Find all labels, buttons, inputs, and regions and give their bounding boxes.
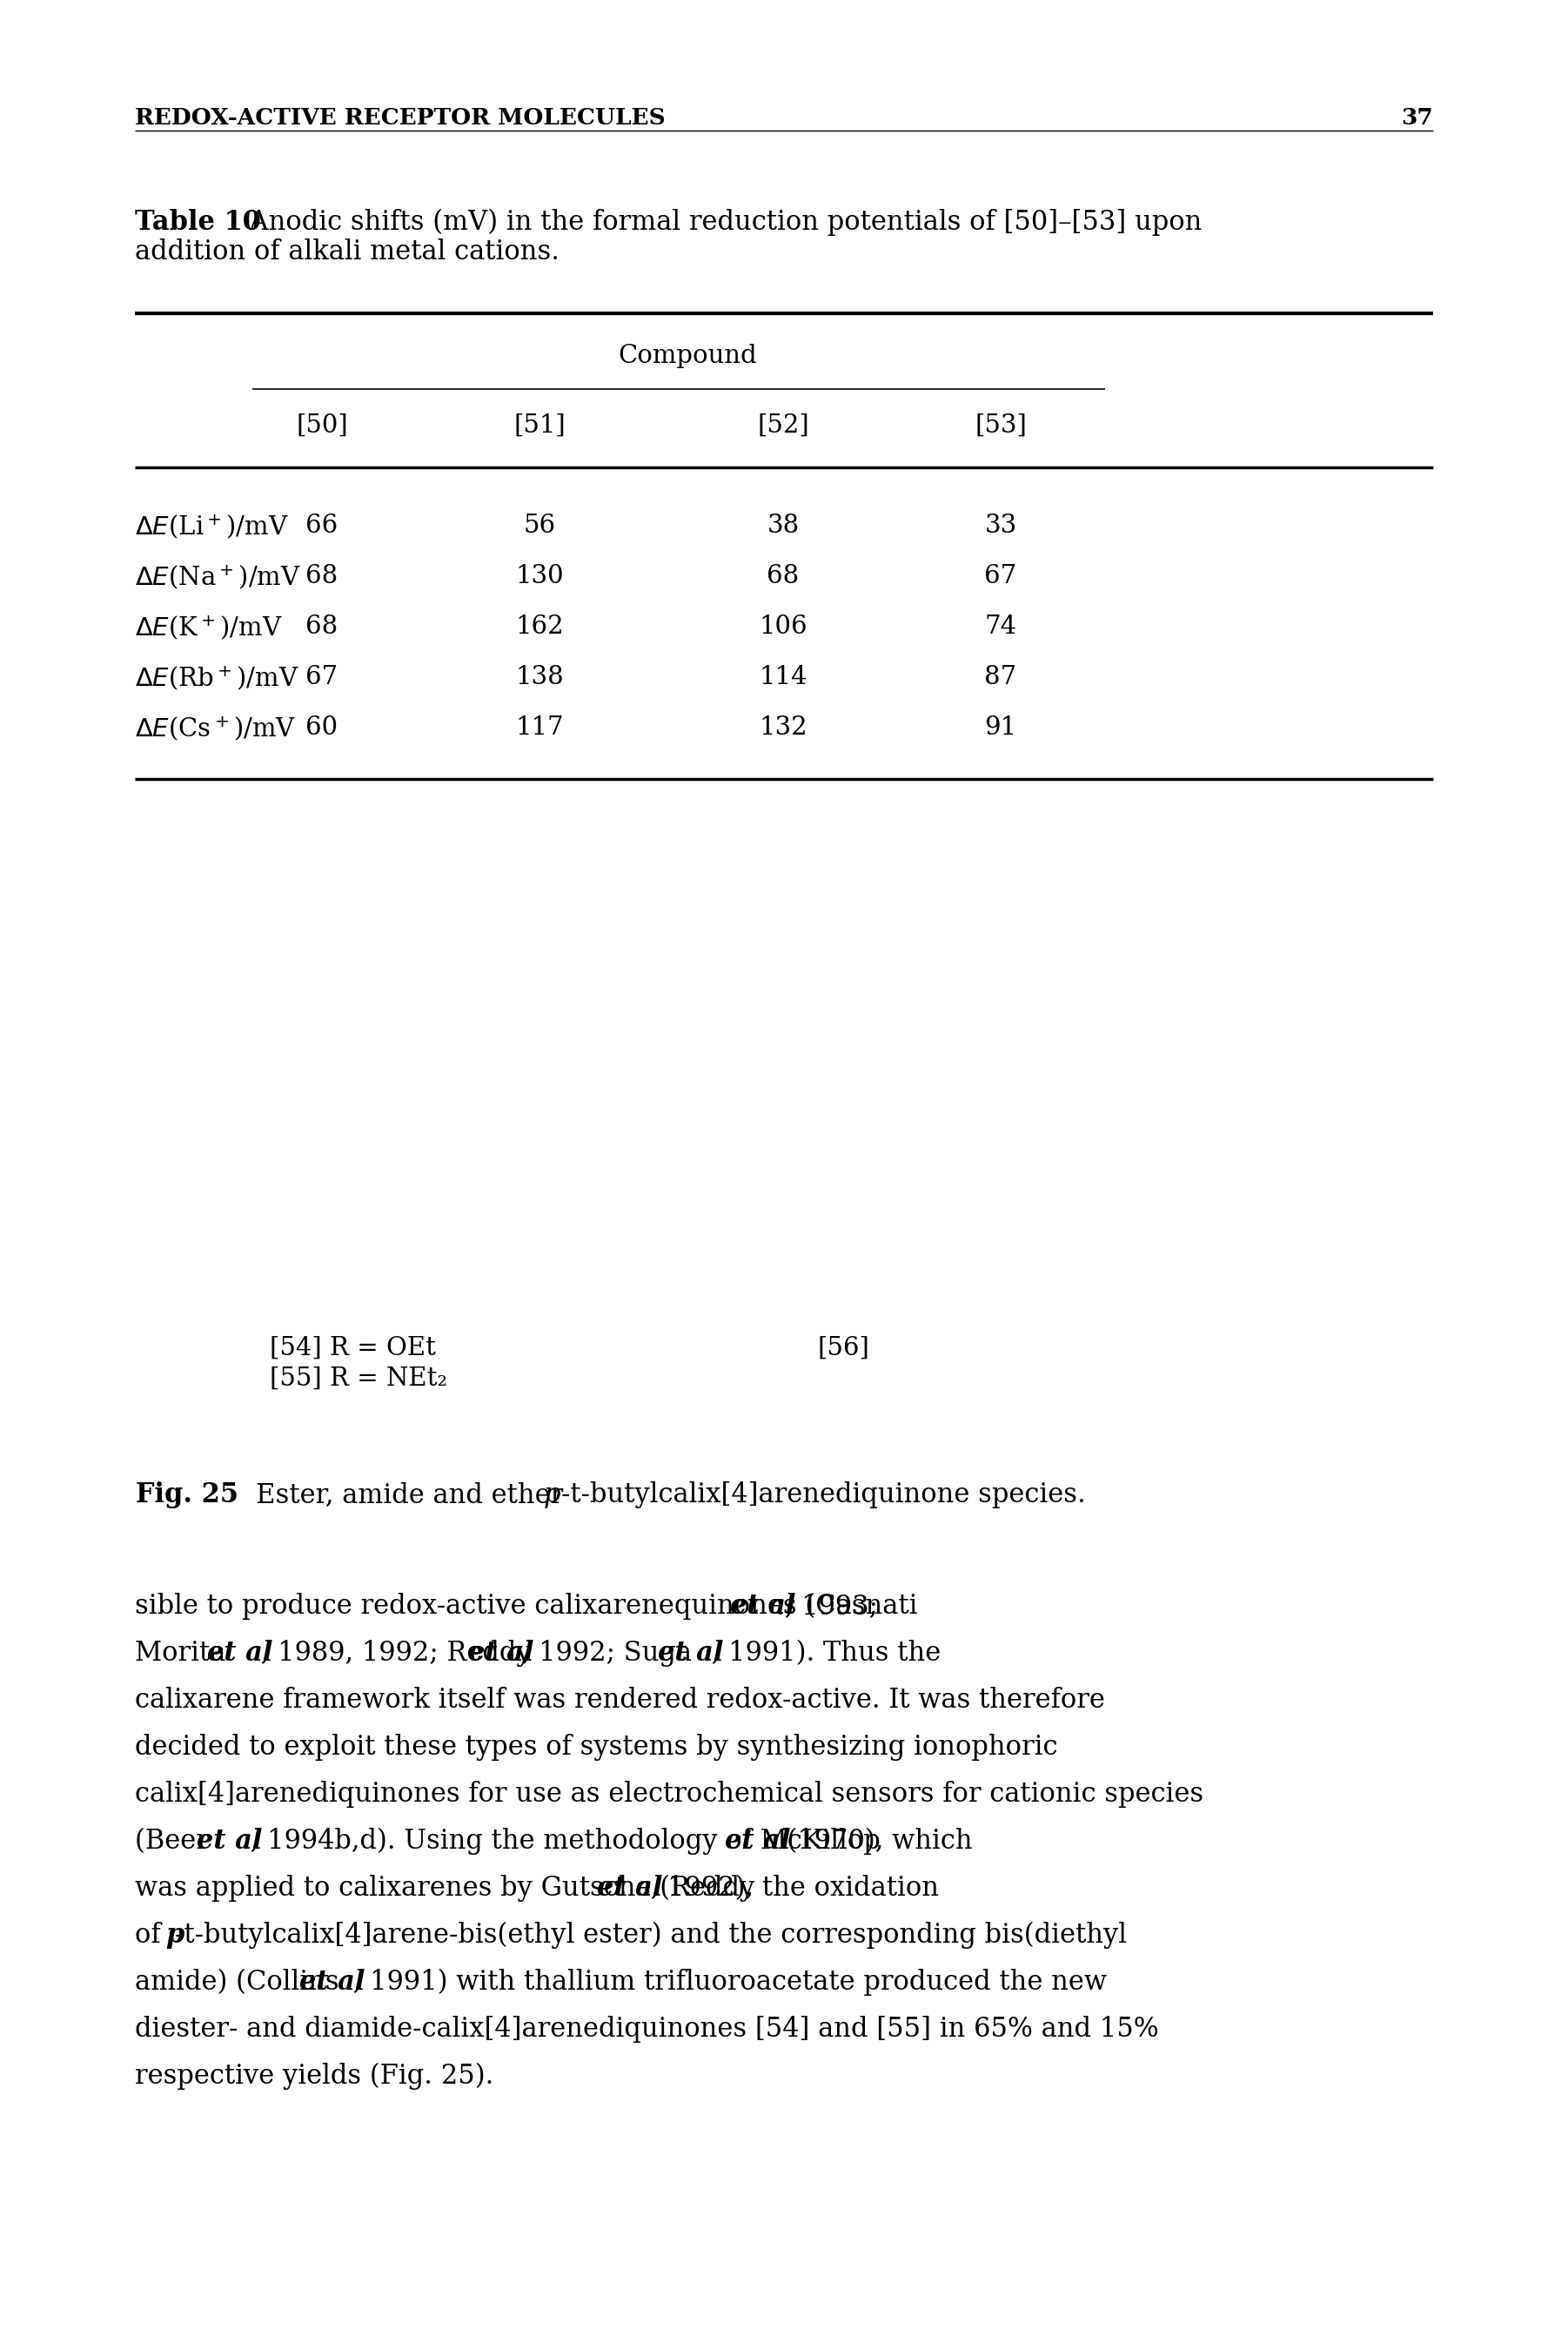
Text: ., 1992; Suga: ., 1992; Suga [514, 1640, 701, 1666]
Text: $\Delta E$(K$^+$)/mV: $\Delta E$(K$^+$)/mV [135, 613, 282, 642]
Text: et al: et al [724, 1828, 790, 1854]
Text: sible to produce redox-active calixarenequinones (Casnati: sible to produce redox-active calixarene… [135, 1593, 927, 1619]
Text: [56]: [56] [818, 1337, 870, 1361]
Text: 91: 91 [985, 714, 1016, 740]
Text: 66: 66 [306, 515, 339, 538]
Text: calix[4]arenediquinones for use as electrochemical sensors for cationic species: calix[4]arenediquinones for use as elect… [135, 1781, 1204, 1807]
Text: 87: 87 [985, 665, 1018, 689]
Text: 37: 37 [1402, 108, 1433, 129]
Text: [52]: [52] [757, 414, 809, 437]
Text: ., 1991) with thallium trifluoroacetate produced the new: ., 1991) with thallium trifluoroacetate … [345, 1969, 1107, 1995]
Text: 68: 68 [767, 564, 800, 588]
Text: $\Delta E$(Li$^+$)/mV: $\Delta E$(Li$^+$)/mV [135, 515, 289, 540]
Text: p: p [544, 1480, 561, 1509]
Text: $\Delta E$(Na$^+$)/mV: $\Delta E$(Na$^+$)/mV [135, 564, 301, 592]
Text: respective yields (Fig. 25).: respective yields (Fig. 25). [135, 2063, 494, 2089]
Text: ., 1989, 1992; Reddy: ., 1989, 1992; Reddy [252, 1640, 539, 1666]
Text: p: p [166, 1922, 185, 1948]
Text: was applied to calixarenes by Gutsche (Reddy: was applied to calixarenes by Gutsche (R… [135, 1875, 764, 1901]
Text: 68: 68 [306, 564, 339, 588]
Text: $\Delta E$(Cs$^+$)/mV: $\Delta E$(Cs$^+$)/mV [135, 714, 296, 743]
Text: amide) (Collins: amide) (Collins [135, 1969, 348, 1995]
Text: Ester, amide and ether: Ester, amide and ether [230, 1480, 572, 1509]
Text: of: of [135, 1922, 169, 1948]
Text: 114: 114 [759, 665, 808, 689]
Text: decided to exploit these types of systems by synthesizing ionophoric: decided to exploit these types of system… [135, 1734, 1058, 1760]
Text: REDOX-ACTIVE RECEPTOR MOLECULES: REDOX-ACTIVE RECEPTOR MOLECULES [135, 108, 665, 129]
Text: ., 1994b,d). Using the methodology of McKillop: ., 1994b,d). Using the methodology of Mc… [241, 1828, 889, 1854]
Text: Table 10: Table 10 [135, 209, 260, 235]
Text: 117: 117 [516, 714, 563, 740]
Text: (Beer: (Beer [135, 1828, 218, 1854]
Text: [53]: [53] [975, 414, 1027, 437]
Text: $\Delta E$(Rb$^+$)/mV: $\Delta E$(Rb$^+$)/mV [135, 665, 299, 693]
Text: [51]: [51] [513, 414, 566, 437]
Text: Compound: Compound [618, 343, 757, 369]
Text: [50]: [50] [296, 414, 348, 437]
Text: 60: 60 [306, 714, 339, 740]
Text: 138: 138 [516, 665, 564, 689]
Text: 67: 67 [985, 564, 1018, 588]
Text: et al: et al [207, 1640, 273, 1666]
Text: Fig. 25: Fig. 25 [136, 1480, 238, 1509]
Text: Morita: Morita [135, 1640, 234, 1666]
Text: 33: 33 [985, 515, 1018, 538]
Text: 130: 130 [516, 564, 563, 588]
Text: [55] R = NEt₂: [55] R = NEt₂ [270, 1365, 447, 1391]
Text: et al: et al [731, 1593, 797, 1619]
Text: calixarene framework itself was rendered redox-active. It was therefore: calixarene framework itself was rendered… [135, 1687, 1105, 1713]
Text: Anodic shifts (mV) in the formal reduction potentials of [50]–[53] upon: Anodic shifts (mV) in the formal reducti… [232, 209, 1203, 235]
Text: 56: 56 [524, 515, 555, 538]
Text: addition of alkali metal cations.: addition of alkali metal cations. [135, 237, 560, 266]
Text: et al: et al [469, 1640, 533, 1666]
Text: ., 1991). Thus the: ., 1991). Thus the [702, 1640, 941, 1666]
Text: diester- and diamide-calix[4]arenediquinones [54] and [55] in 65% and 15%: diester- and diamide-calix[4]arenediquin… [135, 2016, 1159, 2042]
Text: et al: et al [196, 1828, 262, 1854]
Text: et al: et al [657, 1640, 723, 1666]
Text: -t-butylcalix[4]arenediquinone species.: -t-butylcalix[4]arenediquinone species. [561, 1480, 1085, 1509]
Text: -t-butylcalix[4]arene-bis(ethyl ester) and the corresponding bis(diethyl: -t-butylcalix[4]arene-bis(ethyl ester) a… [174, 1922, 1127, 1948]
Text: ., 1992), the oxidation: ., 1992), the oxidation [643, 1875, 939, 1901]
Text: 67: 67 [306, 665, 339, 689]
Text: ., 1993;: ., 1993; [776, 1593, 878, 1619]
Text: [54] R = OEt: [54] R = OEt [270, 1337, 436, 1361]
Text: 162: 162 [516, 613, 563, 639]
Text: et al: et al [597, 1875, 663, 1901]
Text: 106: 106 [759, 613, 808, 639]
Text: 38: 38 [767, 515, 800, 538]
Text: 132: 132 [759, 714, 808, 740]
Text: 74: 74 [985, 613, 1016, 639]
Text: . (1970), which: . (1970), which [770, 1828, 972, 1854]
Text: 68: 68 [306, 613, 339, 639]
Text: et al: et al [299, 1969, 365, 1995]
